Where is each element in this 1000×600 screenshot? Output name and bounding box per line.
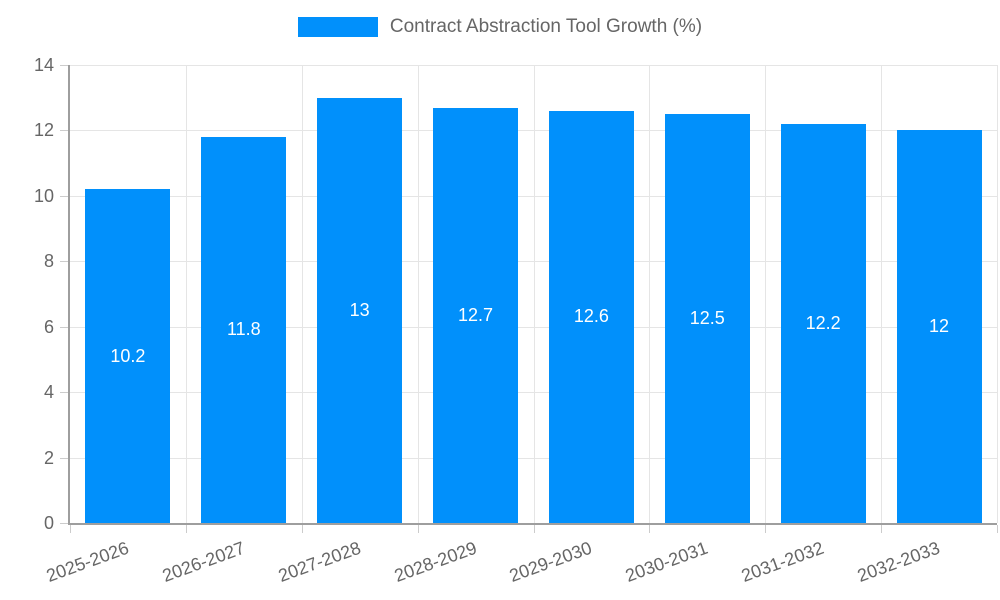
- y-axis-tick: [60, 523, 68, 524]
- y-axis-tick: [60, 392, 68, 394]
- y-axis-tick: [60, 65, 68, 66]
- bar-value-label: 12.7: [458, 304, 494, 325]
- x-axis-tick: [649, 525, 651, 533]
- y-axis-tick-label: 10: [33, 185, 54, 206]
- x-axis-tick: [417, 525, 419, 533]
- bar[interactable]: 12.5: [664, 114, 750, 523]
- y-axis-tick-label: 6: [43, 316, 54, 337]
- x-gridline: [649, 65, 651, 523]
- bar-value-label: 12.2: [805, 312, 841, 333]
- x-axis-tick: [997, 525, 998, 533]
- x-axis-tick: [533, 525, 535, 533]
- x-axis-tick: [70, 525, 71, 533]
- bar[interactable]: 12: [896, 130, 982, 523]
- x-gridline: [301, 65, 303, 523]
- y-axis-tick: [60, 130, 68, 132]
- x-axis-tick: [765, 525, 767, 533]
- x-axis-tick: [301, 525, 303, 533]
- y-axis-tick-label: 0: [43, 513, 54, 533]
- x-gridline: [533, 65, 535, 523]
- legend-swatch: [297, 17, 378, 37]
- chart-legend[interactable]: Contract Abstraction Tool Growth (%): [0, 16, 1000, 38]
- y-axis-tick-label: 4: [43, 382, 54, 403]
- y-axis-tick: [60, 326, 68, 328]
- x-gridline: [417, 65, 419, 523]
- y-axis-tick-label: 8: [43, 251, 54, 272]
- bar-value-label: 10.2: [110, 345, 146, 366]
- x-gridline: [185, 65, 187, 523]
- bar-value-label: 12: [929, 316, 950, 337]
- bar[interactable]: 12.7: [433, 107, 519, 523]
- bar-value-label: 12.5: [689, 308, 725, 329]
- y-axis-tick-label: 12: [33, 120, 54, 141]
- y-axis-tick-label: 14: [33, 55, 54, 75]
- bar-value-label: 11.8: [226, 319, 261, 340]
- bar[interactable]: 13: [317, 97, 403, 523]
- x-gridline: [997, 65, 998, 523]
- bar[interactable]: 11.8: [201, 136, 287, 523]
- y-axis-tick-label: 2: [43, 447, 54, 468]
- x-gridline: [881, 65, 883, 523]
- x-axis-tick: [881, 525, 883, 533]
- bar-value-label: 12.6: [573, 306, 609, 327]
- y-axis-tick: [60, 261, 68, 263]
- bar-value-label: 13: [349, 299, 370, 320]
- legend-label: Contract Abstraction Tool Growth (%): [389, 16, 703, 37]
- bar[interactable]: 12.6: [548, 110, 634, 523]
- bar[interactable]: 12.2: [780, 123, 866, 523]
- y-axis-tick: [60, 195, 68, 197]
- plot-area: 0 2 4 6 8 10 12 14 10.2 2025-2026 11.8 2026-2027 13 2…: [34, 55, 998, 586]
- x-gridline: [765, 65, 767, 523]
- bar[interactable]: 10.2: [85, 189, 171, 523]
- x-axis-tick: [185, 525, 187, 533]
- y-axis-tick: [60, 457, 68, 459]
